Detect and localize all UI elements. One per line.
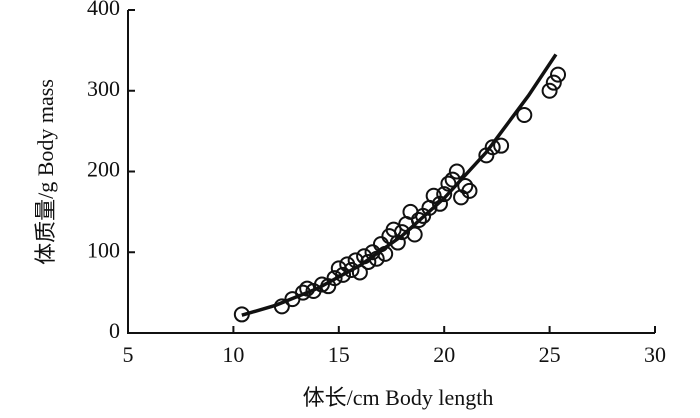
point bbox=[484, 139, 501, 156]
x-tick-label: 10 bbox=[222, 342, 244, 367]
axes bbox=[127, 10, 655, 334]
x-tick-label: 15 bbox=[328, 342, 350, 367]
x-axis-label: 体长/cm Body length bbox=[303, 385, 494, 410]
point bbox=[406, 226, 423, 243]
x-tick-label: 25 bbox=[539, 342, 561, 367]
point bbox=[313, 276, 330, 293]
point bbox=[448, 163, 465, 180]
x-tick-label: 5 bbox=[123, 342, 134, 367]
point bbox=[541, 82, 558, 99]
x-tick-label: 30 bbox=[644, 342, 666, 367]
point bbox=[457, 178, 474, 195]
point bbox=[360, 253, 377, 270]
y-tick-label: 0 bbox=[109, 318, 120, 343]
y-tick-label: 100 bbox=[87, 237, 120, 262]
point bbox=[335, 266, 352, 283]
y-tick-label: 200 bbox=[87, 157, 120, 182]
point bbox=[436, 186, 453, 203]
x-tick-label: 20 bbox=[433, 342, 455, 367]
fit-curve bbox=[241, 53, 558, 317]
point bbox=[493, 137, 510, 154]
point bbox=[410, 211, 427, 228]
point bbox=[343, 262, 360, 279]
point bbox=[545, 74, 562, 91]
point bbox=[461, 182, 478, 199]
y-axis-label: 体质量/g Body mass bbox=[33, 79, 58, 265]
point bbox=[550, 66, 567, 83]
point bbox=[516, 106, 533, 123]
point bbox=[431, 195, 448, 212]
y-tick-label: 300 bbox=[87, 76, 120, 101]
y-tick-label: 400 bbox=[87, 0, 120, 20]
point bbox=[326, 270, 343, 287]
